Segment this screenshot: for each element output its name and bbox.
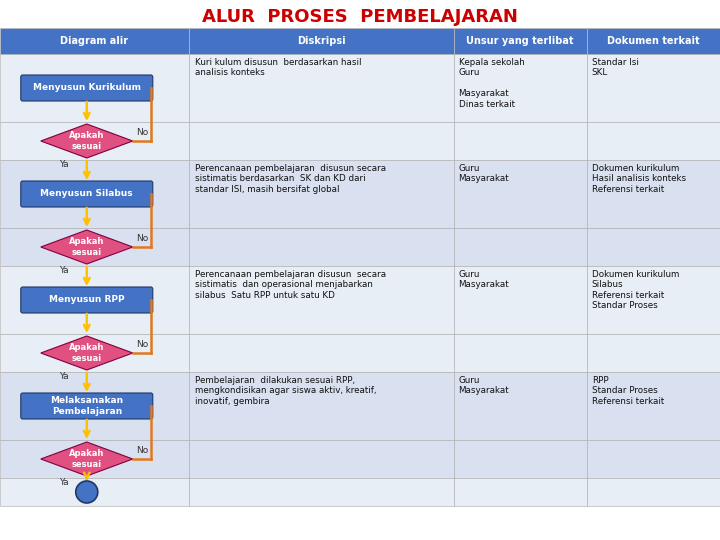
Text: Perencanaan pembelajaran disusun  secara
sistimatis  dan operasional menjabarkan: Perencanaan pembelajaran disusun secara … bbox=[194, 270, 386, 300]
Bar bbox=[587, 478, 720, 506]
Bar bbox=[189, 54, 454, 122]
Text: Dokumen terkait: Dokumen terkait bbox=[607, 36, 700, 46]
Polygon shape bbox=[41, 442, 132, 476]
Polygon shape bbox=[41, 230, 132, 264]
Bar bbox=[587, 372, 720, 440]
Circle shape bbox=[76, 481, 98, 503]
Bar bbox=[189, 228, 454, 266]
FancyBboxPatch shape bbox=[21, 393, 153, 419]
Text: Melaksanakan
Pembelajaran: Melaksanakan Pembelajaran bbox=[50, 396, 123, 416]
Polygon shape bbox=[41, 336, 132, 370]
Bar bbox=[454, 334, 587, 372]
Text: Menyusun Silabus: Menyusun Silabus bbox=[40, 190, 133, 199]
Text: Apakah
sesuai: Apakah sesuai bbox=[69, 131, 104, 151]
Text: No: No bbox=[136, 128, 148, 137]
Bar bbox=[189, 160, 454, 228]
Text: No: No bbox=[136, 234, 148, 243]
Bar bbox=[454, 228, 587, 266]
Text: Guru
Masyarakat: Guru Masyarakat bbox=[459, 270, 509, 289]
Bar bbox=[587, 440, 720, 478]
Text: Perencanaan pembelajaran  disusun secara
sistimatis berdasarkan  SK dan KD dari
: Perencanaan pembelajaran disusun secara … bbox=[194, 164, 386, 194]
Bar bbox=[0, 266, 189, 334]
Bar bbox=[189, 122, 454, 160]
Text: Standar Isi
SKL: Standar Isi SKL bbox=[592, 58, 639, 77]
Bar bbox=[587, 28, 720, 54]
Text: No: No bbox=[136, 340, 148, 349]
Text: Ya: Ya bbox=[59, 478, 69, 487]
Bar bbox=[587, 266, 720, 334]
Text: Menyusun RPP: Menyusun RPP bbox=[49, 295, 125, 305]
Text: Ya: Ya bbox=[59, 160, 69, 169]
Bar bbox=[0, 334, 189, 372]
Text: No: No bbox=[136, 446, 148, 455]
Text: Unsur yang terlibat: Unsur yang terlibat bbox=[467, 36, 574, 46]
Polygon shape bbox=[41, 124, 132, 158]
Bar bbox=[0, 28, 189, 54]
Bar bbox=[189, 334, 454, 372]
Bar bbox=[454, 372, 587, 440]
Text: Menyusun Kurikulum: Menyusun Kurikulum bbox=[33, 84, 141, 92]
Text: Diskripsi: Diskripsi bbox=[297, 36, 346, 46]
Bar bbox=[0, 478, 189, 506]
Text: Guru
Masyarakat: Guru Masyarakat bbox=[459, 376, 509, 395]
Bar bbox=[587, 228, 720, 266]
Text: RPP
Standar Proses
Referensi terkait: RPP Standar Proses Referensi terkait bbox=[592, 376, 664, 406]
Bar bbox=[454, 160, 587, 228]
Bar bbox=[454, 440, 587, 478]
Text: ALUR  PROSES  PEMBELAJARAN: ALUR PROSES PEMBELAJARAN bbox=[202, 8, 518, 26]
Bar bbox=[454, 478, 587, 506]
FancyBboxPatch shape bbox=[21, 287, 153, 313]
Bar bbox=[189, 372, 454, 440]
Text: Kuri kulum disusun  berdasarkan hasil
analisis konteks: Kuri kulum disusun berdasarkan hasil ana… bbox=[194, 58, 361, 77]
Bar bbox=[454, 122, 587, 160]
Text: Apakah
sesuai: Apakah sesuai bbox=[69, 237, 104, 256]
Bar bbox=[0, 122, 189, 160]
Bar bbox=[0, 372, 189, 440]
Text: Apakah
sesuai: Apakah sesuai bbox=[69, 343, 104, 363]
Text: Kepala sekolah
Guru

Masyarakat
Dinas terkait: Kepala sekolah Guru Masyarakat Dinas ter… bbox=[459, 58, 524, 109]
Text: Diagram alir: Diagram alir bbox=[60, 36, 128, 46]
Bar bbox=[189, 478, 454, 506]
Text: Apakah
sesuai: Apakah sesuai bbox=[69, 449, 104, 469]
Bar bbox=[587, 334, 720, 372]
Text: Ya: Ya bbox=[59, 372, 69, 381]
Bar bbox=[0, 160, 189, 228]
Bar bbox=[587, 160, 720, 228]
Text: Ya: Ya bbox=[59, 266, 69, 275]
Bar bbox=[454, 54, 587, 122]
Bar bbox=[189, 266, 454, 334]
Bar bbox=[0, 228, 189, 266]
Bar bbox=[0, 440, 189, 478]
Text: Guru
Masyarakat: Guru Masyarakat bbox=[459, 164, 509, 184]
FancyBboxPatch shape bbox=[21, 181, 153, 207]
Bar bbox=[0, 54, 189, 122]
Bar bbox=[587, 122, 720, 160]
Bar bbox=[587, 54, 720, 122]
Bar bbox=[189, 28, 454, 54]
Bar bbox=[454, 28, 587, 54]
FancyBboxPatch shape bbox=[21, 75, 153, 101]
Text: Pembelajaran  dilakukan sesuai RPP,
mengkondisikan agar siswa aktiv, kreatif,
in: Pembelajaran dilakukan sesuai RPP, mengk… bbox=[194, 376, 376, 406]
Bar bbox=[454, 266, 587, 334]
Text: Dokumen kurikulum
Hasil analisis konteks
Referensi terkait: Dokumen kurikulum Hasil analisis konteks… bbox=[592, 164, 686, 194]
Bar bbox=[189, 440, 454, 478]
Text: Dokumen kurikulum
Silabus
Referensi terkait
Standar Proses: Dokumen kurikulum Silabus Referensi terk… bbox=[592, 270, 679, 310]
